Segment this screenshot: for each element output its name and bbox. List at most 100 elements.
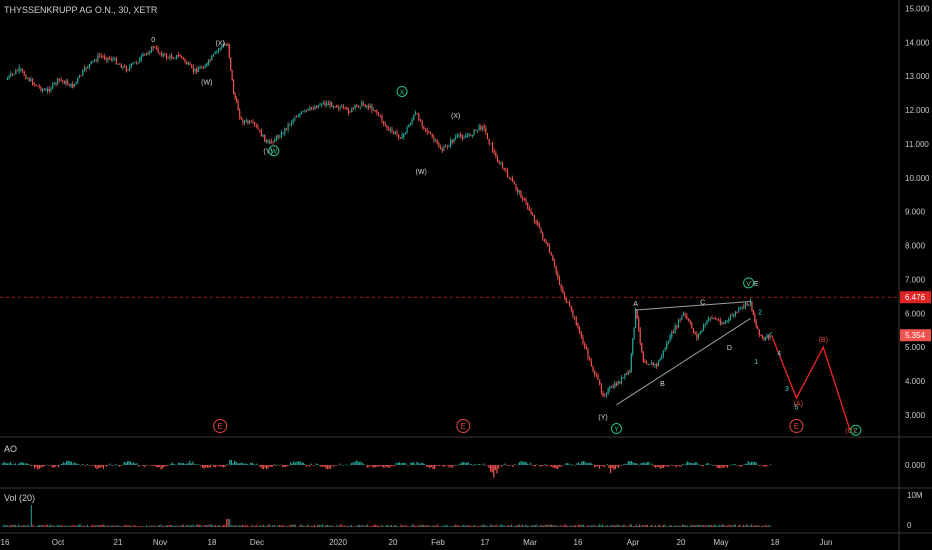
- ao-bar: [187, 463, 189, 465]
- ao-bar: [242, 463, 244, 465]
- volume-bar: [629, 524, 631, 527]
- ao-bar: [294, 462, 296, 465]
- ao-bar: [317, 464, 319, 465]
- ao-bar: [206, 465, 208, 468]
- ao-bar: [363, 464, 365, 465]
- candle-body: [292, 119, 294, 123]
- volume-bar: [538, 526, 540, 527]
- candle-body: [169, 55, 171, 58]
- volume-bar: [736, 526, 738, 527]
- ao-bar: [682, 463, 684, 465]
- candle-body: [376, 110, 378, 114]
- ao-bar: [270, 465, 272, 467]
- candle-body: [93, 60, 96, 61]
- ao-bar: [184, 463, 186, 465]
- volume-bar: [261, 525, 263, 527]
- ao-bar: [170, 463, 172, 465]
- ao-bar: [584, 461, 586, 465]
- ao-bar: [702, 465, 704, 467]
- candle-body: [23, 71, 25, 76]
- price-tick-label: 10.000: [905, 174, 930, 183]
- ao-bar: [686, 461, 688, 465]
- projection-path[interactable]: [770, 335, 851, 431]
- ao-bar: [216, 465, 218, 467]
- price-tick-label: 8.000: [905, 242, 926, 251]
- candle-body: [681, 315, 683, 321]
- volume-bar: [722, 524, 724, 527]
- ao-bar: [214, 465, 216, 468]
- ao-bar: [454, 464, 456, 466]
- volume-bar: [635, 524, 637, 527]
- candle-body: [434, 139, 437, 141]
- ao-bar: [515, 465, 517, 466]
- ao-bar: [301, 462, 303, 465]
- candle-body: [297, 116, 299, 118]
- volume-bar: [554, 525, 556, 527]
- ao-bar: [416, 461, 418, 465]
- volume-bar: [344, 525, 346, 527]
- drawings-layer[interactable]: [616, 300, 851, 431]
- candle-body: [140, 55, 143, 60]
- candle-body: [21, 69, 24, 72]
- ao-bar: [198, 464, 200, 466]
- ao-bar: [730, 464, 732, 465]
- volume-bar: [472, 525, 474, 527]
- ao-bar: [714, 464, 716, 466]
- candle-body: [419, 120, 422, 122]
- candle-body: [677, 319, 680, 328]
- candle-body: [625, 373, 628, 375]
- ao-bar: [349, 464, 351, 466]
- ao-bar: [67, 460, 69, 465]
- price-axis[interactable]: 15.00014.00013.00012.00011.00010.0009.00…: [905, 4, 930, 420]
- volume-bar: [421, 524, 423, 527]
- triangle-upper-line[interactable]: [635, 300, 751, 311]
- ao-bar: [189, 460, 191, 465]
- candle-body: [525, 199, 527, 203]
- volume-bar: [502, 525, 504, 527]
- candle-body: [403, 134, 405, 138]
- volume-tick-label: 10M: [907, 491, 923, 500]
- volume-bar: [533, 525, 535, 527]
- ao-bar: [323, 465, 325, 467]
- candle-body: [542, 233, 544, 239]
- candle-body: [438, 143, 440, 148]
- ao-bar: [370, 465, 372, 466]
- volume-bar: [187, 525, 189, 527]
- ao-bar: [467, 461, 469, 465]
- candle-body: [570, 306, 572, 311]
- candle-body: [302, 111, 304, 113]
- ao-bar: [42, 465, 44, 467]
- candle-body: [617, 381, 619, 385]
- volume-bar: [704, 524, 706, 527]
- ao-bar: [70, 461, 72, 465]
- candle-body: [537, 221, 539, 226]
- volume-bar: [466, 525, 468, 527]
- volume-bar: [67, 525, 69, 527]
- time-axis[interactable]: 16 Oct 21 Nov 18 Dec 2020 20 Feb 17 Mar 16 Apr 20 May 1…: [1, 538, 833, 547]
- time-tick-label: Dec: [250, 538, 264, 547]
- candle-body: [629, 371, 631, 373]
- triangle-lower-line[interactable]: [616, 318, 751, 406]
- ao-bar: [675, 465, 677, 468]
- volume-bar: [587, 525, 589, 527]
- wave-label: (C): [845, 428, 855, 435]
- candle-body: [319, 104, 321, 106]
- volume-bar: [350, 524, 352, 527]
- volume-bar: [525, 524, 527, 527]
- candle-body: [523, 198, 525, 200]
- ao-bar: [472, 465, 474, 466]
- candle-body: [396, 132, 398, 135]
- time-tick-label: May: [713, 538, 728, 547]
- volume-bar: [453, 525, 455, 527]
- ao-bar: [8, 463, 10, 465]
- volume-bar: [21, 525, 23, 527]
- volume-bar: [552, 524, 554, 527]
- candle-body: [441, 149, 443, 152]
- candle-body: [716, 319, 718, 321]
- volume-bar: [770, 526, 772, 527]
- ao-bar: [544, 464, 546, 465]
- ao-bar: [701, 465, 703, 467]
- ao-bar: [632, 462, 634, 465]
- ao-bar: [760, 465, 762, 466]
